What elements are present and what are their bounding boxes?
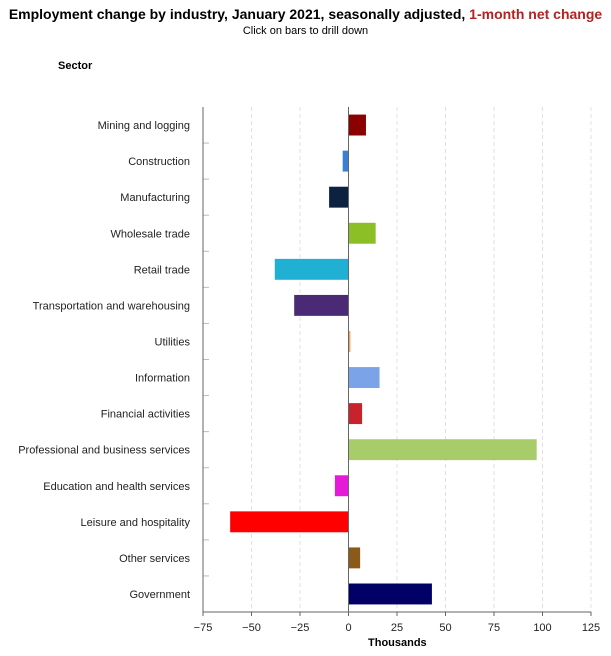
category-label: Construction bbox=[128, 156, 190, 168]
x-axis-title: Thousands bbox=[368, 637, 427, 649]
bar-financial-activities[interactable] bbox=[348, 403, 363, 425]
x-tick-label: 0 bbox=[345, 622, 351, 634]
category-label: Retail trade bbox=[134, 264, 190, 276]
bar-manufacturing[interactable] bbox=[329, 186, 349, 208]
bar-government[interactable] bbox=[348, 583, 432, 605]
bar-retail-trade[interactable] bbox=[274, 258, 349, 280]
bar-education-and-health-services[interactable] bbox=[334, 475, 349, 497]
category-label: Other services bbox=[119, 553, 190, 565]
category-label: Wholesale trade bbox=[111, 228, 191, 240]
bar-mining-and-logging[interactable] bbox=[348, 114, 366, 136]
bar-transportation-and-warehousing[interactable] bbox=[294, 294, 349, 316]
bar-information[interactable] bbox=[348, 367, 380, 388]
category-label: Government bbox=[129, 589, 190, 601]
x-tick-label: 75 bbox=[488, 622, 500, 634]
bar-professional-and-business-services[interactable] bbox=[348, 439, 537, 461]
category-labels: Mining and logging Construction Manufactur… bbox=[18, 120, 190, 601]
x-tick-label: −75 bbox=[194, 622, 213, 634]
x-tick-label: 50 bbox=[439, 622, 451, 634]
category-label: Financial activities bbox=[101, 409, 191, 421]
bar-other-services[interactable] bbox=[348, 547, 361, 569]
bar-utilities[interactable] bbox=[348, 331, 351, 352]
bars bbox=[230, 114, 537, 605]
category-label: Professional and business services bbox=[18, 445, 190, 457]
bar-wholesale-trade[interactable] bbox=[348, 222, 376, 244]
chart-subtitle: Click on bars to drill down bbox=[242, 25, 369, 37]
category-label: Utilities bbox=[155, 336, 191, 348]
x-tick-label: 100 bbox=[533, 622, 551, 634]
category-label: Mining and logging bbox=[98, 120, 190, 132]
chart-title: Employment change by industry, January 2… bbox=[0, 6, 611, 22]
category-label: Information bbox=[135, 373, 190, 385]
y-axis-title: Sector bbox=[58, 60, 93, 72]
category-label: Manufacturing bbox=[120, 192, 190, 204]
x-tick-label: 25 bbox=[391, 622, 403, 634]
chart-title-accent: 1-month net change bbox=[469, 6, 603, 22]
grid-lines bbox=[202, 107, 592, 612]
chart-title-main: Employment change by industry, January 2… bbox=[8, 6, 466, 22]
bar-leisure-and-hospitality[interactable] bbox=[230, 511, 349, 533]
category-label: Transportation and warehousing bbox=[33, 300, 190, 312]
x-tick-label: −25 bbox=[291, 622, 310, 634]
x-tick-label: 125 bbox=[582, 622, 600, 634]
category-label: Leisure and hospitality bbox=[81, 517, 191, 529]
category-label: Education and health services bbox=[43, 481, 190, 493]
x-tick-label: −50 bbox=[242, 622, 261, 634]
tick-labels: −75 −50 −25 0 25 50 75 100 125 bbox=[194, 612, 600, 634]
bar-construction[interactable] bbox=[342, 150, 349, 172]
